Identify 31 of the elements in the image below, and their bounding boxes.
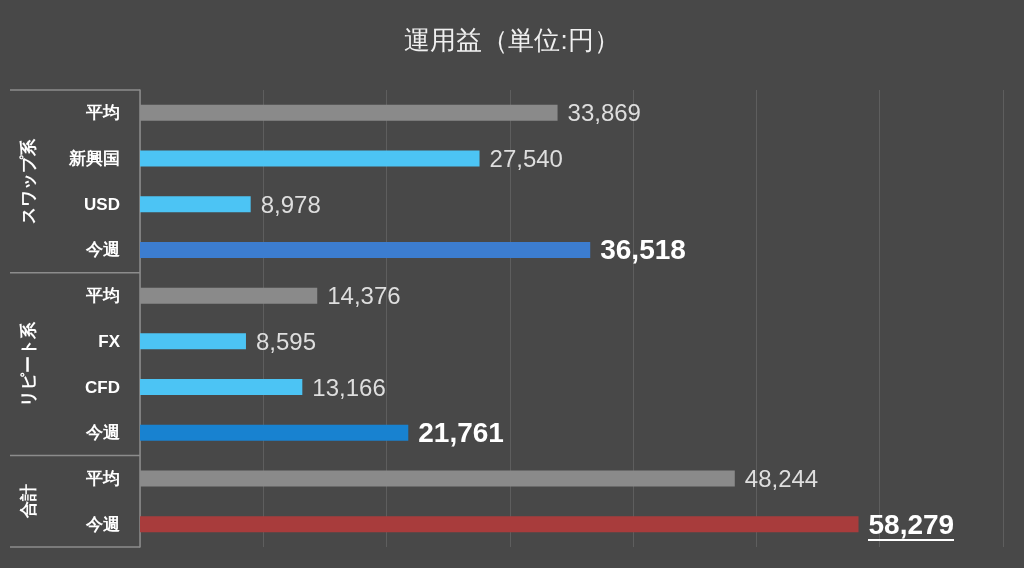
bar bbox=[140, 196, 251, 213]
data-label: 33,869 bbox=[567, 99, 641, 127]
text: 合計 bbox=[18, 484, 38, 520]
y-tick-label: 平均 bbox=[85, 468, 120, 488]
data-label: 21,761 bbox=[418, 417, 504, 449]
data-label: 14,376 bbox=[327, 282, 401, 310]
data-label: 8,595 bbox=[255, 327, 317, 355]
y-tick-label: 新興国 bbox=[68, 149, 120, 169]
data-label: 58,279 bbox=[868, 508, 955, 540]
y-tick-label: USD bbox=[84, 194, 120, 214]
text: スワップ系 bbox=[18, 137, 38, 224]
data-label: 27,540 bbox=[489, 145, 563, 173]
y-tick-label: 今週 bbox=[85, 514, 120, 534]
bar bbox=[140, 424, 409, 441]
bar bbox=[140, 241, 591, 258]
y-tick-label: 今週 bbox=[85, 240, 120, 260]
y-tick-label: 平均 bbox=[85, 103, 120, 123]
data-label: 13,166 bbox=[312, 373, 386, 401]
bar bbox=[140, 150, 480, 167]
y-tick-label: FX bbox=[98, 331, 121, 351]
chart-title: 運用益（単位:円） bbox=[404, 25, 620, 55]
bar bbox=[140, 379, 303, 396]
data-label: 48,244 bbox=[744, 464, 819, 492]
y-tick-label: 平均 bbox=[85, 286, 120, 306]
text: リピート系 bbox=[18, 320, 38, 407]
y-tick-label: 今週 bbox=[85, 423, 120, 443]
bar bbox=[140, 333, 246, 350]
bar bbox=[140, 516, 859, 533]
data-label: 36,518 bbox=[600, 234, 686, 266]
y-tick-label: CFD bbox=[85, 377, 120, 397]
data-label: 8,978 bbox=[260, 190, 321, 218]
